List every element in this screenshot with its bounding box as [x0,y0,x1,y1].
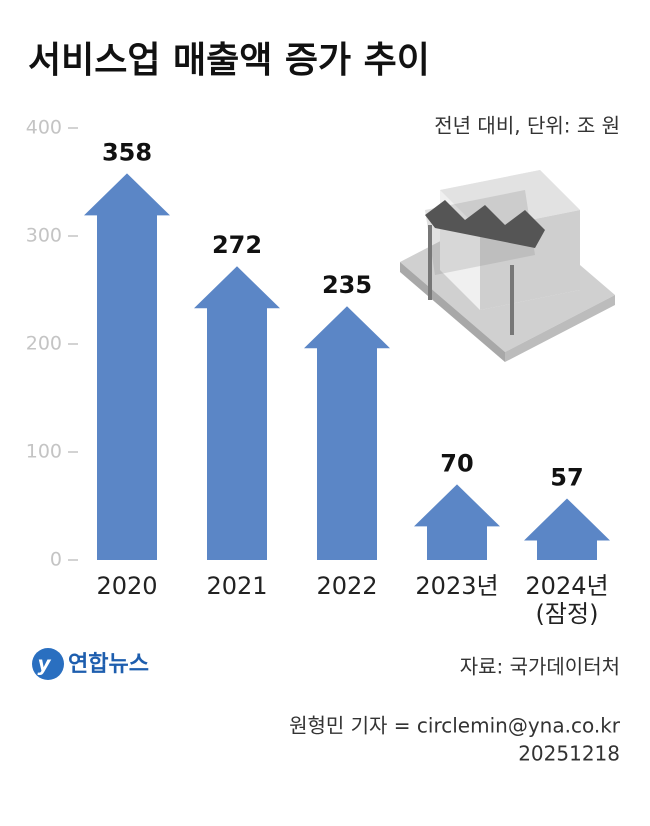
y-tick-label: 200 [26,333,62,355]
value-label: 57 [550,463,583,491]
x-tick-label: 2022 [316,572,378,600]
chart-subtitle: 전년 대비, 단위: 조 원 [434,114,620,138]
bar [194,266,280,560]
date: 20251218 [518,742,620,766]
value-label: 235 [322,271,372,299]
x-tick-label: 2023년 [415,572,499,600]
bar [414,484,500,560]
bar [524,498,610,560]
logo-text: 연합뉴스 [68,651,149,677]
y-tick-label: 300 [26,225,62,247]
value-label: 272 [212,231,262,259]
logo: y 연합뉴스 [32,648,149,680]
source: 자료: 국가데이터처 [460,655,620,679]
y-tick-label: 100 [26,441,62,463]
value-label: 70 [440,449,473,477]
bar [304,306,390,560]
value-label: 358 [102,138,152,166]
bar [84,173,170,561]
x-tick-label: 2024년 (잠정) [525,572,609,628]
store-icon [400,170,615,362]
y-tick-label: 0 [50,549,62,571]
y-tick-label: 400 [26,117,62,139]
x-tick-label: 2021 [206,572,268,600]
svg-text:y: y [37,652,51,676]
chart-title: 서비스업 매출액 증가 추이 [28,40,430,81]
x-tick-label: 2020 [96,572,158,600]
credit: 원형민 기자 = circlemin@yna.co.kr [289,714,621,738]
